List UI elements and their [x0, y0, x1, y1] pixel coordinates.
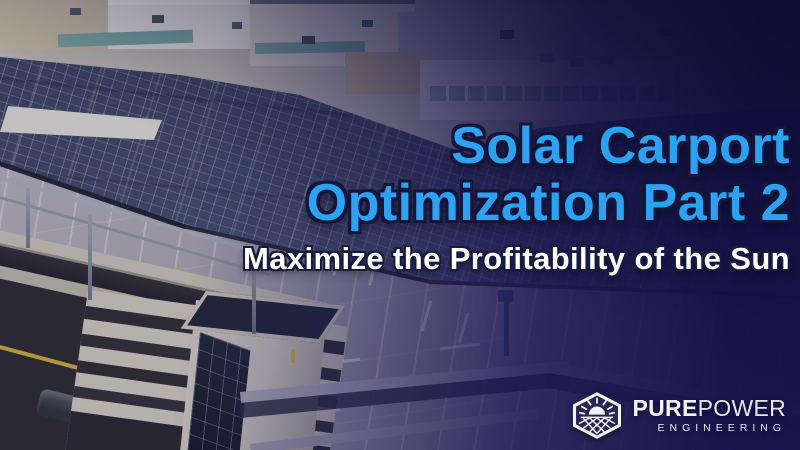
purepower-logo: PUREPOWER ENGINEERING — [570, 391, 787, 440]
brand-name: PUREPOWER — [633, 397, 787, 420]
title-line-2: Optimization Part 2 — [306, 174, 790, 232]
brand-name-bold: PURE — [632, 395, 698, 421]
logo-text: PUREPOWER ENGINEERING — [633, 397, 787, 435]
headline-block: Solar Carport Optimization Part 2 Maximi… — [10, 118, 790, 277]
brand-tagline: ENGINEERING — [657, 422, 786, 434]
subtitle: Maximize the Profitability of the Sun — [242, 241, 790, 276]
title-line-1: Solar Carport — [451, 117, 790, 175]
sun-solar-hexagon-icon — [572, 392, 621, 439]
brand-name-light: POWER — [697, 395, 786, 421]
